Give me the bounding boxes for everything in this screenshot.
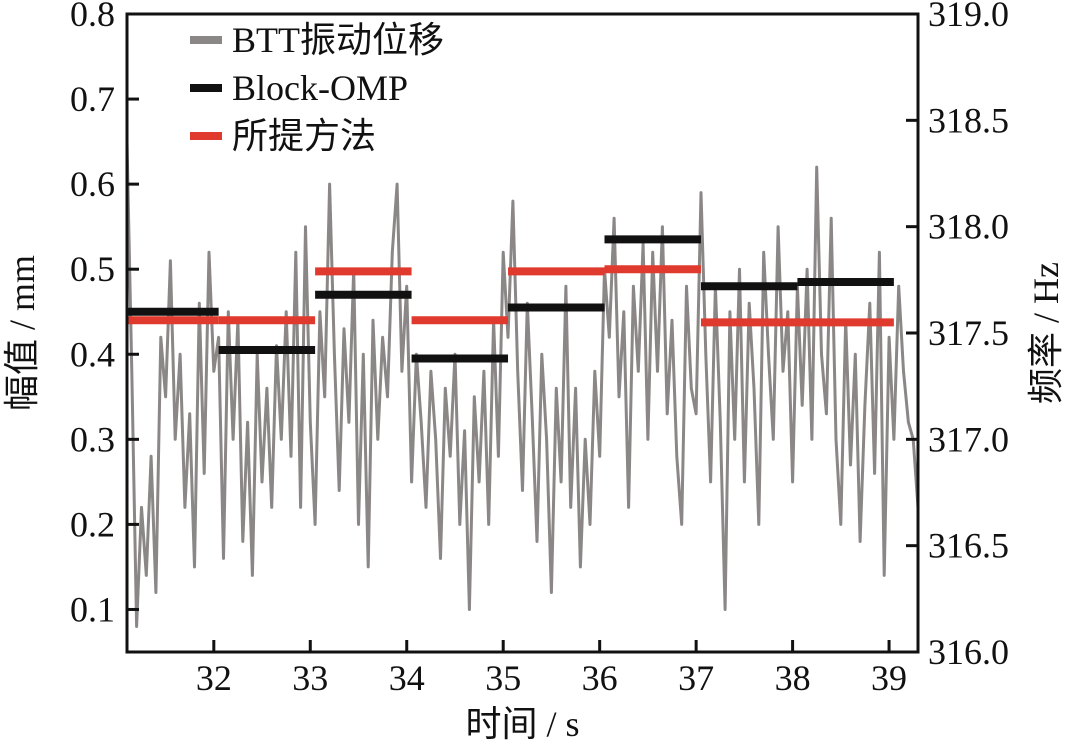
x-axis: 32 33 34 35 36 37 38 39 <box>196 640 907 698</box>
y-right-tick-label: 316.0 <box>928 632 1009 672</box>
x-tick-label: 33 <box>292 658 328 698</box>
y-right-tick-label: 316.5 <box>928 526 1009 566</box>
x-axis-title: 时间 / s <box>465 704 579 743</box>
x-tick-label: 36 <box>582 658 618 698</box>
x-tick-label: 39 <box>871 658 907 698</box>
y-left-tick-label: 0.5 <box>70 249 115 289</box>
series-layer <box>125 141 920 628</box>
legend-label: Block-OMP <box>232 68 408 108</box>
y-axis-left-title: 幅值 / mm <box>2 255 42 411</box>
x-tick-label: 37 <box>678 658 714 698</box>
y-axis-right-title: 频率 / Hz <box>1026 262 1066 404</box>
y-right-tick-label: 318.0 <box>928 207 1009 247</box>
legend-label: 所提方法 <box>232 116 376 156</box>
y-axis-left: 0.1 0.2 0.3 0.4 0.5 0.6 0.7 0.8 <box>70 0 139 629</box>
legend: BTT振动位移 Block-OMP 所提方法 <box>190 20 444 156</box>
x-tick-label: 35 <box>485 658 521 698</box>
y-left-tick-label: 0.3 <box>70 419 115 459</box>
y-left-tick-label: 0.7 <box>70 79 115 119</box>
series-line-vibration <box>125 141 920 628</box>
x-tick-label: 38 <box>775 658 811 698</box>
y-left-tick-label: 0.4 <box>70 334 115 374</box>
y-right-tick-label: 318.5 <box>928 100 1009 140</box>
y-right-tick-label: 317.5 <box>928 313 1009 353</box>
y-left-tick-label: 0.6 <box>70 164 115 204</box>
x-tick-label: 34 <box>389 658 425 698</box>
y-right-tick-label: 317.0 <box>928 419 1009 459</box>
y-left-tick-label: 0.2 <box>70 504 115 544</box>
y-left-tick-label: 0.8 <box>70 0 115 34</box>
legend-label: BTT振动位移 <box>232 20 444 60</box>
x-tick-label: 32 <box>196 658 232 698</box>
y-right-tick-label: 319.0 <box>928 0 1009 34</box>
y-axis-right: 316.0 316.5 317.0 317.5 318.0 318.5 319.0 <box>906 0 1009 672</box>
y-left-tick-label: 0.1 <box>70 589 115 629</box>
